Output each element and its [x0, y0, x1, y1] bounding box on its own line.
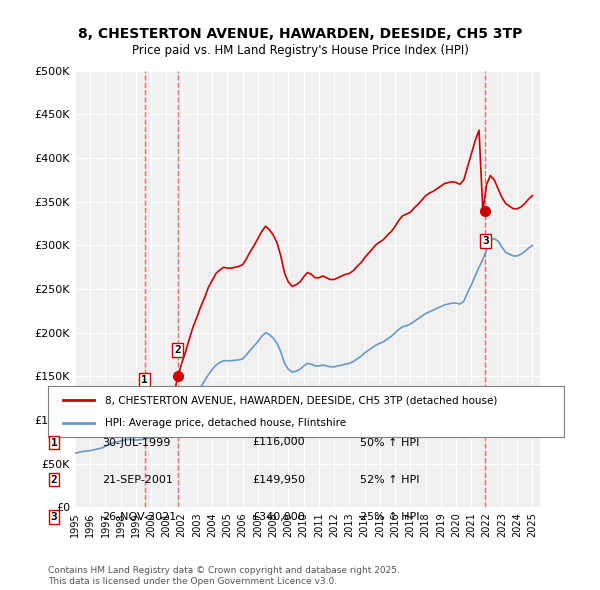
Text: 25% ↑ HPI: 25% ↑ HPI	[360, 512, 419, 522]
Text: Contains HM Land Registry data © Crown copyright and database right 2025.
This d: Contains HM Land Registry data © Crown c…	[48, 566, 400, 586]
Text: 30-JUL-1999: 30-JUL-1999	[102, 438, 170, 447]
Text: £340,000: £340,000	[252, 512, 305, 522]
Text: 21-SEP-2001: 21-SEP-2001	[102, 475, 173, 484]
Text: 26-NOV-2021: 26-NOV-2021	[102, 512, 176, 522]
Text: 50% ↑ HPI: 50% ↑ HPI	[360, 438, 419, 447]
Text: 2: 2	[174, 345, 181, 355]
Text: 52% ↑ HPI: 52% ↑ HPI	[360, 475, 419, 484]
Text: £149,950: £149,950	[252, 475, 305, 484]
Text: 3: 3	[50, 512, 58, 522]
Text: 3: 3	[482, 236, 488, 246]
Text: 8, CHESTERTON AVENUE, HAWARDEN, DEESIDE, CH5 3TP: 8, CHESTERTON AVENUE, HAWARDEN, DEESIDE,…	[78, 27, 522, 41]
Text: 1: 1	[142, 375, 148, 385]
Text: 1: 1	[50, 438, 58, 447]
Text: £116,000: £116,000	[252, 438, 305, 447]
Text: 8, CHESTERTON AVENUE, HAWARDEN, DEESIDE, CH5 3TP (detached house): 8, CHESTERTON AVENUE, HAWARDEN, DEESIDE,…	[105, 395, 497, 405]
Text: 2: 2	[50, 475, 58, 484]
Text: Price paid vs. HM Land Registry's House Price Index (HPI): Price paid vs. HM Land Registry's House …	[131, 44, 469, 57]
Text: HPI: Average price, detached house, Flintshire: HPI: Average price, detached house, Flin…	[105, 418, 346, 428]
